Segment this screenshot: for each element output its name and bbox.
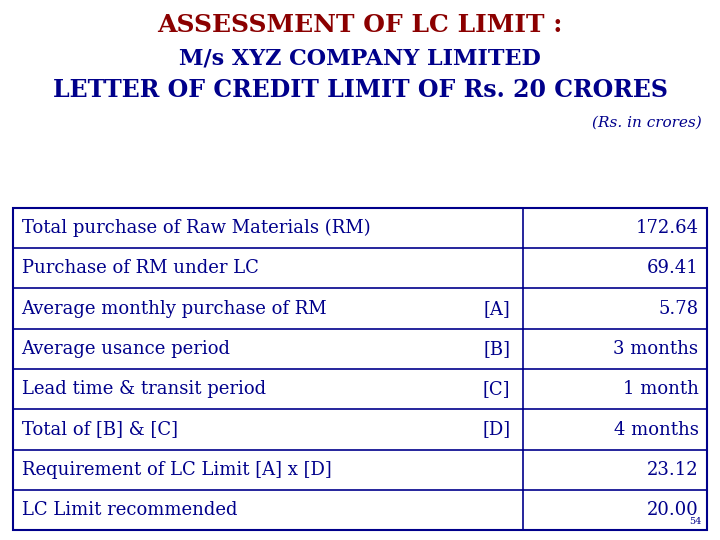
Text: 23.12: 23.12	[647, 461, 698, 479]
Text: Purchase of RM under LC: Purchase of RM under LC	[22, 259, 258, 278]
Text: 3 months: 3 months	[613, 340, 698, 358]
Text: [B]: [B]	[483, 340, 510, 358]
Text: [A]: [A]	[483, 300, 510, 318]
Text: Average monthly purchase of RM: Average monthly purchase of RM	[22, 300, 327, 318]
Text: [C]: [C]	[482, 380, 510, 398]
Bar	[13, 208, 707, 530]
Text: Total purchase of Raw Materials (RM): Total purchase of Raw Materials (RM)	[22, 219, 370, 237]
Text: (Rs. in crores): (Rs. in crores)	[593, 116, 702, 130]
Text: LETTER OF CREDIT LIMIT OF Rs. 20 CRORES: LETTER OF CREDIT LIMIT OF Rs. 20 CRORES	[53, 78, 667, 102]
Text: LC Limit recommended: LC Limit recommended	[22, 501, 237, 519]
Text: Lead time & transit period: Lead time & transit period	[22, 380, 266, 398]
Text: Average usance period: Average usance period	[22, 340, 230, 358]
Text: 69.41: 69.41	[647, 259, 698, 278]
Text: 5.78: 5.78	[658, 300, 698, 318]
Text: Total of [B] & [C]: Total of [B] & [C]	[22, 421, 178, 438]
Text: 54: 54	[689, 517, 701, 526]
Text: M/s XYZ COMPANY LIMITED: M/s XYZ COMPANY LIMITED	[179, 48, 541, 70]
Text: 172.64: 172.64	[635, 219, 698, 237]
Text: 1 month: 1 month	[623, 380, 698, 398]
Text: Requirement of LC Limit [A] x [D]: Requirement of LC Limit [A] x [D]	[22, 461, 331, 479]
Text: 4 months: 4 months	[613, 421, 698, 438]
Text: 20.00: 20.00	[647, 501, 698, 519]
Text: ASSESSMENT OF LC LIMIT :: ASSESSMENT OF LC LIMIT :	[157, 14, 563, 37]
Text: [D]: [D]	[482, 421, 510, 438]
